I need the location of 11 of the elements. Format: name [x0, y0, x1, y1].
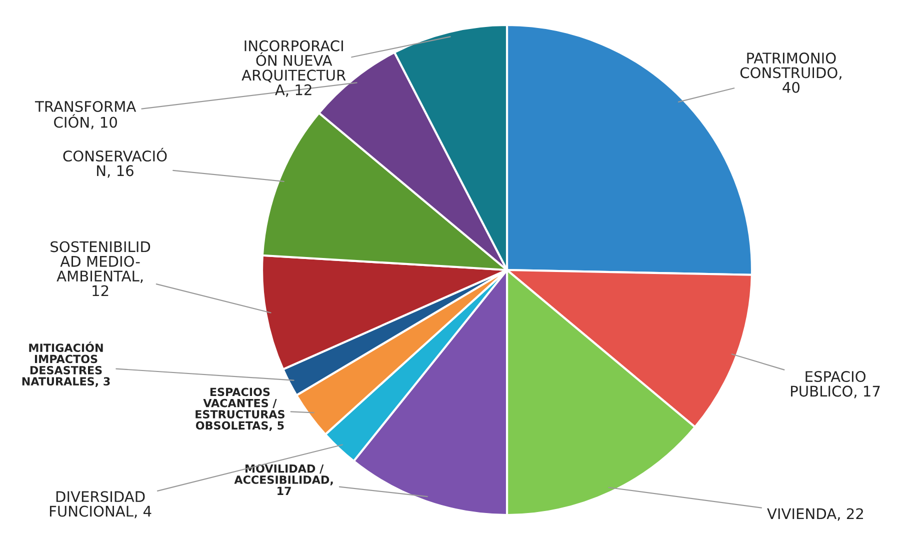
slice-label: DIVERSIDAD FUNCIONAL, 4: [50, 491, 152, 518]
slice-label: VIVIENDA, 22: [767, 508, 863, 521]
slice-label: INCORPORACI ÓN NUEVA ARQUITECTUR A, 12: [242, 40, 346, 97]
slice-label: ESPACIO PUBLICO, 17: [791, 371, 880, 398]
slice-label: TRANSFORMA CIÓN, 10: [34, 100, 136, 130]
slice-label: SOSTENIBILID AD MEDIO- AMBIENTAL, 12: [50, 241, 150, 296]
slice-label: MOVILIDAD / ACCESIBILIDAD, 17: [234, 464, 333, 495]
slice-label: CONSERVACIÓ N, 16: [63, 148, 167, 178]
slice-label: PATRIMONIO CONSTRUIDO, 40: [740, 52, 842, 93]
slice-label: ESPACIOS VACANTES / ESTRUCTURAS OBSOLETAS, 5: [196, 388, 284, 432]
slice-label: MITIGACIÓN IMPACTOS DESASTRES NATURALES, 3: [22, 342, 110, 387]
